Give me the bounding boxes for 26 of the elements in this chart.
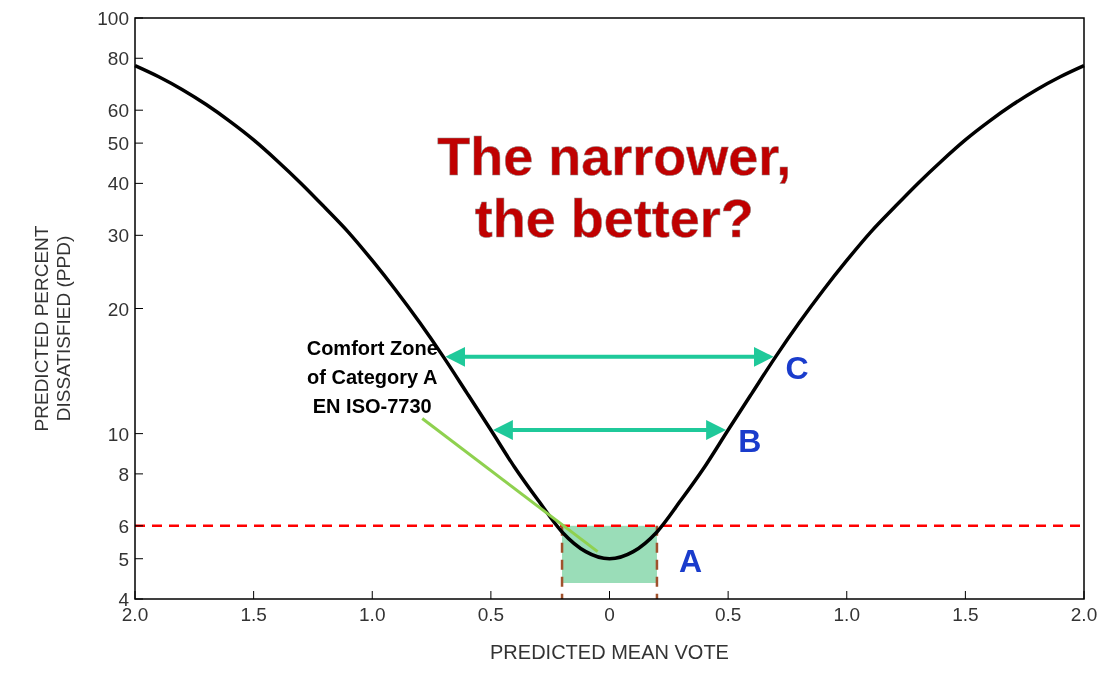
x-tick-label: 0.5 [714,604,742,625]
text: The narrower, the better? [437,125,792,248]
x-tick-label: 1.0 [833,604,860,625]
y-tick-label: 10 [107,423,129,445]
x-tick-label: 0 [604,604,615,625]
y-tick-label: 100 [97,8,129,29]
y-tick-label: 20 [107,298,129,320]
annotation: B [738,423,762,460]
y-tick-label: 8 [118,463,129,485]
y-tick-label: 80 [107,48,129,70]
x-tick-label: 1.5 [952,604,979,625]
y-tick-label: 30 [107,225,129,247]
annotation: C [785,349,809,386]
x-tick-label: 1.0 [359,604,386,625]
y-tick-label: 5 [118,548,129,570]
annotation: Comfort Zone of Category A EN ISO-7730 [306,336,438,417]
annotation: A [678,542,703,579]
x-axis-title: PREDICTED MEAN VOTE [490,641,729,663]
y-tick-label: 60 [107,100,129,122]
x-tick-label: 2.0 [1070,604,1098,625]
y-tick-label: 6 [118,515,129,537]
x-tick-label: 1.5 [240,604,267,625]
y-axis-title: PREDICTED PERCENT DISSATISFIED (PPD) [31,225,74,432]
x-tick-label: 0.5 [477,604,505,625]
y-tick-label: 40 [107,173,129,195]
y-tick-label: 50 [107,133,129,155]
